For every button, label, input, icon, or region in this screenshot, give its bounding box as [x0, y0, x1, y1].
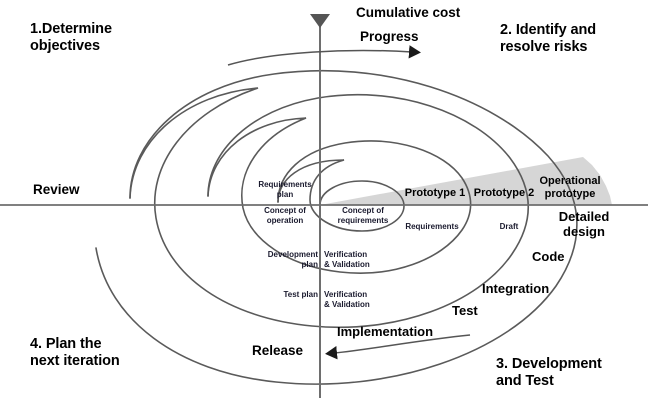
core-label-draft: Draft — [499, 222, 519, 231]
axis-label-cumulative-cost: Cumulative cost — [356, 5, 461, 20]
core-label-requirements-plan: Requirements plan — [258, 180, 312, 199]
progress-arrow — [227, 45, 421, 66]
core-label-test-plan: Test plan — [283, 290, 318, 299]
quadrant-label-determine-objectives: 1.Determine objectives — [30, 21, 112, 55]
band-label-prototype-1: Prototype 1 — [404, 187, 466, 199]
core-label-verification-validation-2: Verification & Validation — [324, 290, 370, 309]
axis-label-release: Release — [252, 343, 304, 358]
axis-label-progress: Progress — [360, 29, 419, 44]
quadrant-label-identify-resolve-risks: 2. Identify and resolve risks — [500, 22, 596, 56]
core-label-requirements: Requirements — [405, 222, 459, 231]
stage-label-integration: Integration — [482, 281, 550, 296]
core-label-concept-of-requirements: Concept of requirements — [337, 206, 389, 225]
axis-label-review: Review — [33, 182, 80, 197]
release-arrow — [325, 334, 471, 360]
prototype-band-wedge — [320, 157, 612, 205]
stage-label-detailed-design: Detailed design — [558, 209, 610, 240]
core-label-development-plan: Development plan — [267, 250, 318, 269]
core-label-concept-of-operation: Concept of operation — [264, 206, 306, 225]
band-label-operational-prototype: Operational prototype — [539, 175, 601, 200]
band-label-prototype-2: Prototype 2 — [473, 187, 535, 199]
spiral-path — [95, 69, 578, 385]
stage-label-code: Code — [532, 249, 565, 264]
stage-label-test: Test — [452, 303, 478, 318]
core-label-verification-validation-1: Verification & Validation — [324, 250, 370, 269]
stage-label-implementation: Implementation — [337, 324, 434, 339]
quadrant-label-plan-next-iteration: 4. Plan the next iteration — [30, 336, 120, 370]
quadrant-label-development-and-test: 3. Development and Test — [496, 356, 602, 390]
